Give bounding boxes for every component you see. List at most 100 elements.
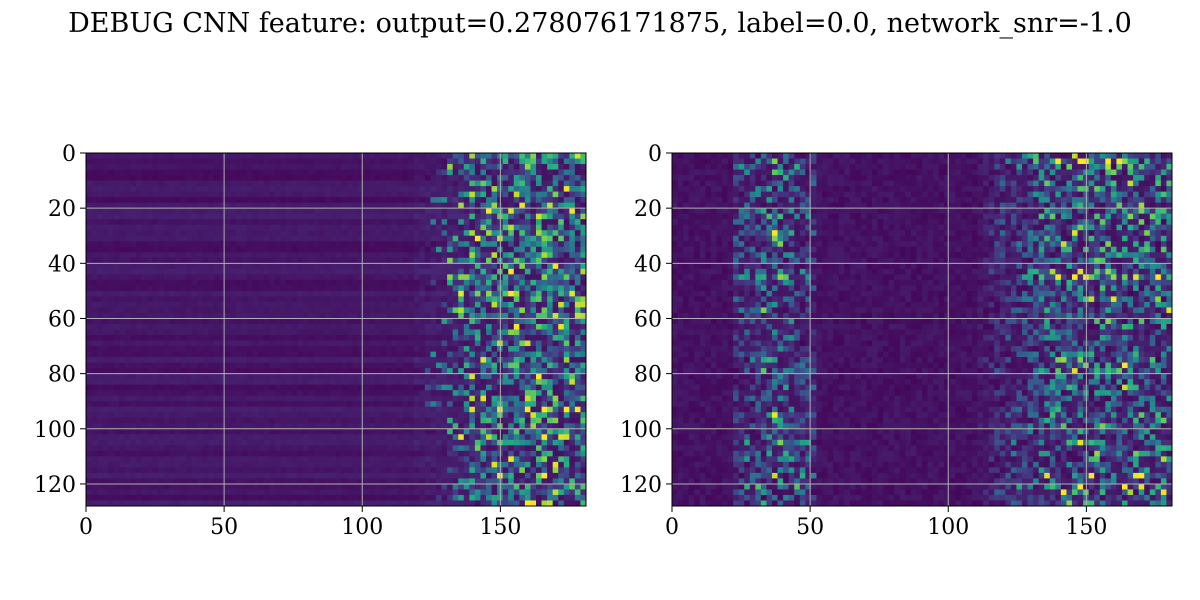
heatmap-cell	[108, 158, 115, 165]
heatmap-cell	[91, 318, 98, 325]
heatmap-cell	[302, 423, 309, 430]
heatmap-cell	[491, 158, 498, 165]
heatmap-cell	[247, 384, 254, 391]
heatmap-cell	[202, 158, 209, 165]
heatmap-cell	[436, 296, 442, 303]
heatmap-cell	[219, 230, 226, 237]
heatmap-cell	[302, 202, 309, 209]
heatmap-cell	[491, 301, 498, 308]
heatmap-cell	[541, 235, 548, 242]
heatmap-cell	[252, 329, 259, 336]
heatmap-cell	[469, 450, 476, 457]
heatmap-cell	[469, 202, 476, 209]
heatmap-cell	[524, 428, 531, 435]
heatmap-cell	[419, 307, 426, 314]
heatmap-cell	[569, 395, 576, 402]
heatmap-cell	[230, 373, 237, 380]
heatmap-cell	[330, 390, 337, 397]
heatmap-cell	[519, 219, 526, 226]
heatmap-cell	[402, 257, 409, 264]
heatmap-cell	[236, 153, 242, 159]
heatmap-cell	[252, 197, 259, 204]
heatmap-cell	[330, 439, 337, 446]
heatmap-cell	[513, 357, 520, 363]
heatmap-cell	[174, 456, 181, 463]
heatmap-cell	[86, 395, 92, 402]
heatmap-cell	[302, 153, 309, 159]
heatmap-cell	[186, 268, 192, 275]
heatmap-cell	[102, 164, 109, 170]
heatmap-cell	[219, 279, 226, 286]
heatmap-cell	[413, 434, 420, 441]
heatmap-cell	[336, 384, 342, 391]
heatmap-cell	[569, 346, 576, 352]
heatmap-cell	[197, 169, 204, 176]
heatmap-cell	[474, 235, 481, 242]
heatmap-cell	[452, 213, 459, 220]
heatmap-cell	[558, 285, 565, 292]
heatmap-cell	[224, 406, 231, 413]
heatmap-cell	[124, 257, 131, 264]
heatmap-cell	[202, 246, 209, 253]
heatmap-cell	[86, 208, 92, 215]
heatmap-cell	[469, 340, 476, 347]
heatmap-cell	[474, 153, 481, 159]
heatmap-cell	[580, 153, 587, 159]
heatmap-cell	[280, 169, 287, 176]
heatmap-cell	[302, 417, 309, 424]
heatmap-cell	[330, 357, 337, 363]
heatmap-cell	[574, 186, 581, 193]
heatmap-cell	[219, 445, 226, 452]
heatmap-cell	[558, 175, 565, 181]
heatmap-cell	[302, 252, 309, 259]
heatmap-cell	[286, 439, 292, 446]
heatmap-cell	[313, 230, 320, 237]
heatmap-cell	[508, 318, 515, 325]
heatmap-cell	[386, 357, 392, 363]
heatmap-cell	[486, 412, 492, 419]
heatmap-cell	[380, 357, 387, 363]
heatmap-cell	[491, 423, 498, 430]
heatmap-cell	[486, 219, 492, 226]
heatmap-cell	[424, 153, 431, 159]
heatmap-cell	[169, 445, 176, 452]
heatmap-cell	[152, 191, 159, 198]
heatmap-cell	[352, 357, 359, 363]
heatmap-cell	[163, 434, 170, 441]
heatmap-cell	[297, 202, 304, 209]
heatmap-cell	[158, 357, 165, 363]
heatmap-cell	[180, 208, 187, 215]
heatmap-cell	[452, 246, 459, 253]
heatmap-cell	[97, 230, 104, 237]
heatmap-cell	[413, 208, 420, 215]
heatmap-cell	[358, 434, 365, 441]
heatmap-cell	[319, 384, 326, 391]
heatmap-cell	[519, 428, 526, 435]
heatmap-cell	[519, 401, 526, 408]
heatmap-cell	[580, 202, 587, 209]
heatmap-cell	[536, 401, 542, 408]
heatmap-cell	[430, 428, 437, 435]
heatmap-cell	[163, 219, 170, 226]
heatmap-cell	[91, 296, 98, 303]
heatmap-cell	[436, 368, 442, 375]
heatmap-cell	[558, 169, 565, 176]
heatmap-cell	[358, 213, 365, 220]
heatmap-cell	[286, 390, 292, 397]
heatmap-cell	[391, 224, 398, 231]
heatmap-cell	[297, 351, 304, 358]
heatmap-cell	[352, 186, 359, 193]
heatmap-cell	[186, 406, 192, 413]
heatmap-cell	[247, 208, 254, 215]
heatmap-cell	[230, 368, 237, 375]
heatmap-cell	[102, 368, 109, 375]
heatmap-cell	[430, 279, 437, 286]
heatmap-cell	[86, 224, 92, 231]
heatmap-cell	[486, 175, 492, 181]
heatmap-cell	[224, 274, 231, 281]
heatmap-cell	[158, 285, 165, 292]
heatmap-cell	[347, 274, 354, 281]
heatmap-cell	[274, 153, 281, 159]
heatmap-cell	[302, 164, 309, 170]
heatmap-cell	[191, 445, 198, 452]
